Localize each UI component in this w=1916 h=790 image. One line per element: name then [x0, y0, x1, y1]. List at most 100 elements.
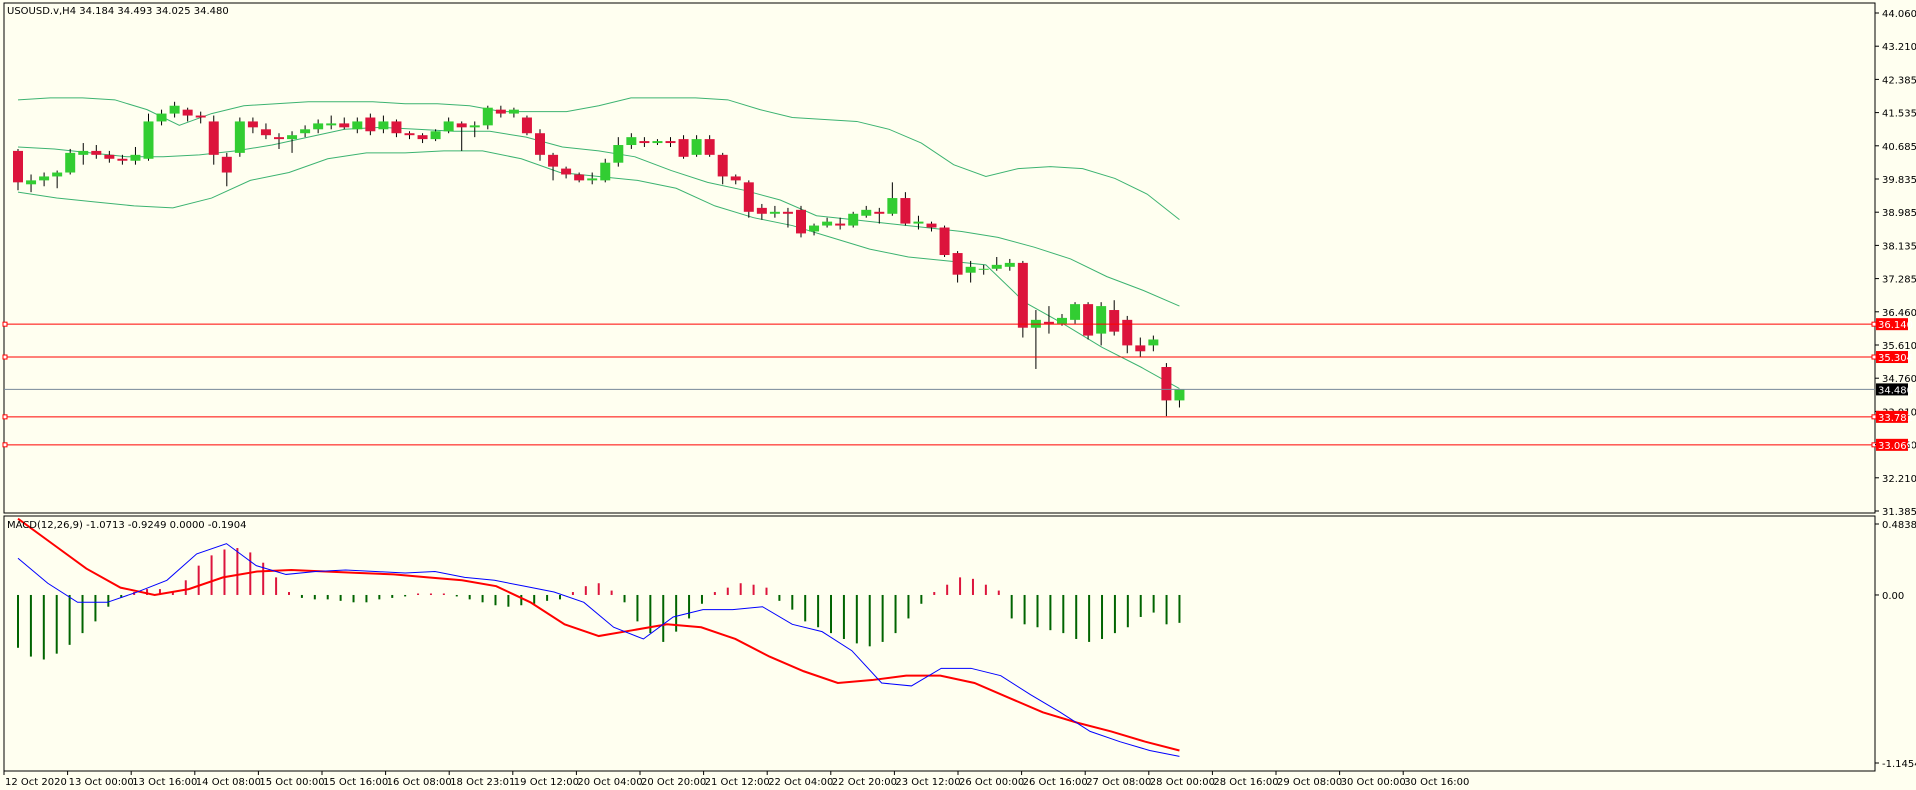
bull-candle: [300, 129, 311, 134]
bull-candle: [313, 123, 324, 130]
level-handle-left[interactable]: [2, 321, 8, 327]
level-handle-left[interactable]: [2, 354, 8, 360]
candlesticks: [13, 101, 1185, 417]
price-tick-label: 38.985: [1882, 208, 1916, 219]
bear-candle: [208, 121, 219, 155]
bear-candle: [1122, 319, 1133, 346]
bear-candle: [260, 129, 271, 136]
level-price-tag: [1876, 438, 1908, 451]
macd-lines: [17, 517, 1180, 757]
bear-candle: [952, 253, 963, 275]
time-tick-label: 28 Oct 00:00: [1150, 777, 1215, 788]
price-axis: 44.060 43.210 42.385 41.535 40.685 39.835 38.9…: [1875, 9, 1916, 518]
bear-candle: [939, 227, 950, 256]
bear-candle: [1109, 310, 1120, 332]
bear-candle: [404, 133, 415, 136]
time-tick-label: 21 Oct 12:00: [705, 777, 770, 788]
time-tick-label: 23 Oct 12:00: [895, 777, 960, 788]
price-tick-label: 31.385: [1882, 507, 1916, 518]
bull-candle: [587, 178, 598, 181]
bull-candle: [52, 172, 63, 177]
time-tick-label: 28 Oct 16:00: [1213, 777, 1278, 788]
bull-candle: [965, 266, 976, 273]
macd-pane-frame: [3, 515, 1876, 772]
price-tick-label: 32.210: [1882, 474, 1916, 485]
lower-band: [17, 150, 1180, 390]
bear-candle: [274, 137, 284, 140]
bear-candle: [182, 109, 193, 116]
bear-candle: [1043, 321, 1054, 324]
macd-tick-label: 0.4838: [1882, 520, 1916, 531]
bear-candle: [13, 150, 23, 183]
bull-candle: [443, 121, 454, 132]
level-handle-left[interactable]: [2, 414, 8, 420]
bull-candle: [130, 154, 141, 161]
bear-candle: [926, 223, 937, 228]
bear-candle: [391, 121, 402, 134]
bull-candle: [978, 268, 989, 270]
bull-candle: [626, 137, 637, 146]
bull-candle: [430, 131, 441, 140]
price-tick-label: 41.535: [1882, 109, 1916, 120]
macd-signal-line: [17, 517, 1180, 752]
bull-candle: [809, 225, 820, 232]
time-tick-label: 20 Oct 04:00: [577, 777, 642, 788]
price-tick-label: 37.285: [1882, 275, 1916, 286]
bear-candle: [247, 121, 258, 128]
bull-candle: [848, 213, 859, 226]
macd-axis: 0.4838 0.00 -1.1454: [1875, 520, 1916, 770]
current-price-tag: [1876, 383, 1908, 396]
bear-candle: [730, 176, 741, 181]
bull-candle: [861, 209, 872, 216]
bull-candle: [1096, 306, 1107, 334]
bull-candle: [991, 264, 1002, 269]
horizontal-levels[interactable]: [2, 321, 1877, 448]
bull-candle: [887, 198, 898, 214]
bear-candle: [756, 207, 767, 214]
symbol-info: USOUSD.v,H4 34.184 34.493 34.025 34.480: [7, 6, 229, 17]
bear-candle: [339, 123, 350, 128]
level-handle-right[interactable]: [1871, 354, 1877, 360]
bull-candle: [469, 125, 480, 128]
bull-candle: [913, 221, 924, 224]
bull-candle: [143, 121, 154, 159]
price-tick-label: 44.060: [1882, 9, 1916, 20]
bear-candle: [495, 109, 506, 114]
bull-candle: [600, 162, 611, 181]
bull-candle: [78, 150, 89, 155]
level-handle-left[interactable]: [2, 442, 8, 448]
macd-pane[interactable]: MACD(12,26,9) -1.0713 -0.9249 0.0000 -0.…: [3, 515, 1876, 772]
level-handle-right[interactable]: [1871, 321, 1877, 327]
bull-candle: [769, 211, 780, 214]
bull-candle: [287, 135, 298, 140]
bear-candle: [874, 211, 885, 214]
time-tick-label: 12 Oct 2020: [5, 777, 67, 788]
bull-candle: [691, 139, 702, 155]
price-tag-label: 35.304: [1878, 353, 1913, 364]
macd-tick-label: -1.1454: [1882, 759, 1916, 770]
bear-candle: [665, 141, 676, 144]
time-tick-label: 20 Oct 20:00: [641, 777, 706, 788]
bull-candle: [326, 123, 337, 126]
bear-candle: [117, 158, 128, 161]
time-tick-label: 26 Oct 16:00: [1023, 777, 1088, 788]
bear-candle: [1135, 345, 1146, 352]
upper-band: [17, 97, 1180, 221]
price-pane-frame: [3, 2, 1876, 514]
price-tick-label: 35.610: [1882, 341, 1916, 352]
bull-candle: [169, 105, 180, 114]
level-handle-right[interactable]: [1871, 414, 1877, 420]
price-pane[interactable]: USOUSD.v,H4 34.184 34.493 34.025 34.480: [2, 2, 1877, 514]
price-tick-label: 34.760: [1882, 374, 1916, 385]
bull-candle: [482, 107, 493, 126]
bull-candle: [1148, 339, 1159, 346]
bear-candle: [104, 154, 115, 159]
price-tick-label: 39.835: [1882, 175, 1916, 186]
time-tick-label: 27 Oct 08:00: [1086, 777, 1151, 788]
bear-candle: [639, 141, 650, 144]
price-tick-label: 38.135: [1882, 241, 1916, 252]
macd-main-line: [17, 543, 1180, 757]
bull-candle: [39, 176, 50, 181]
